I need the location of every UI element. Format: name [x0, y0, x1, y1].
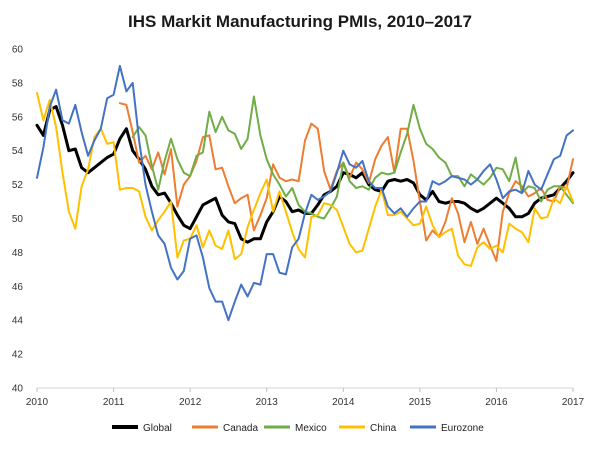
legend-label-mexico: Mexico: [295, 423, 327, 434]
legend-label-eurozone: Eurozone: [441, 423, 484, 434]
y-tick-label: 42: [12, 350, 24, 361]
legend-label-global: Global: [143, 423, 172, 434]
x-tick-label: 2017: [562, 397, 585, 408]
chart-title: IHS Markit Manufacturing PMIs, 2010–2017: [128, 12, 472, 31]
x-tick-label: 2013: [256, 397, 279, 408]
x-tick-label: 2010: [26, 397, 49, 408]
y-tick-label: 50: [12, 214, 24, 225]
y-tick-label: 48: [12, 248, 24, 259]
x-tick-label: 2014: [332, 397, 355, 408]
series-line-eurozone: [36, 64, 574, 322]
axes: 40 42 44 46 48 50 52 54 56 58 60 2010 2011 2012 2013 20…: [12, 45, 585, 409]
y-tick-label: 56: [12, 112, 24, 123]
x-tick-label: 2016: [485, 397, 508, 408]
x-tick-label: 2012: [179, 397, 202, 408]
legend-label-canada: Canada: [223, 423, 258, 434]
legend: Global Canada Mexico China Eurozone: [112, 423, 484, 434]
series-line-mexico: [131, 95, 574, 220]
y-tick-label: 44: [12, 316, 24, 327]
x-tick-label: 2011: [103, 397, 125, 408]
y-tick-label: 52: [12, 180, 24, 191]
series-lines: [35, 64, 575, 322]
y-tick-label: 58: [12, 78, 24, 89]
legend-label-china: China: [370, 423, 397, 434]
y-tick-label: 60: [12, 45, 24, 56]
series-line-china: [36, 92, 574, 267]
x-tick-label: 2015: [409, 397, 432, 408]
y-tick-label: 46: [12, 282, 24, 293]
y-tick-label: 54: [12, 146, 24, 157]
y-tick-label: 40: [12, 384, 24, 395]
